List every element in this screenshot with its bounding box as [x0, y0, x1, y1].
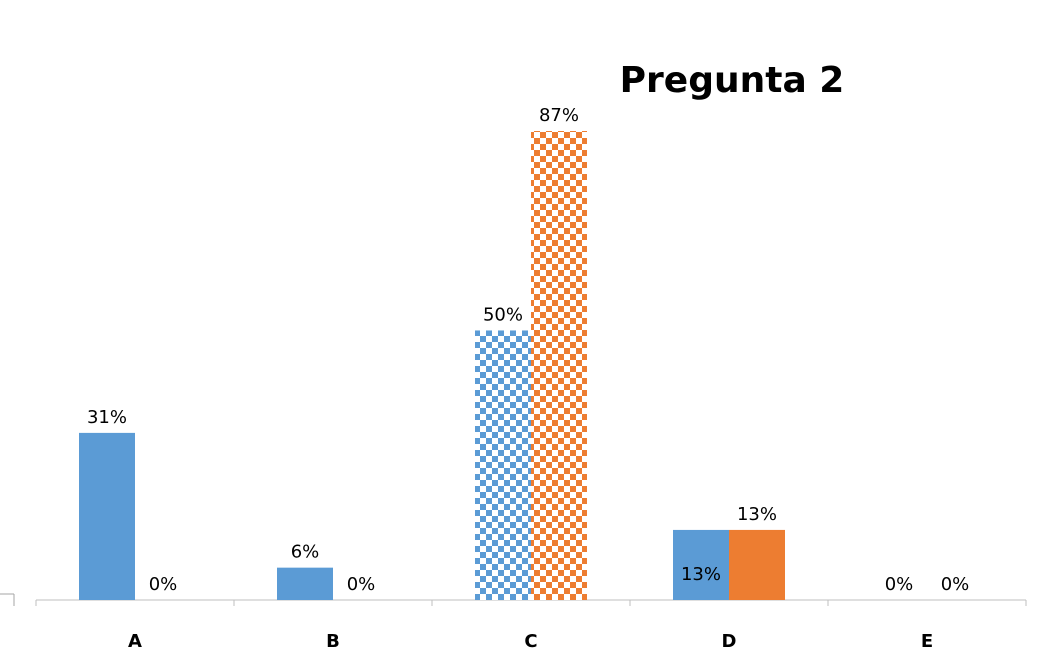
bar-series-2-c [531, 131, 587, 600]
data-label-series-2-a: 0% [149, 574, 178, 595]
x-tick-label-e: E [921, 631, 933, 652]
data-label-series-2-b: 0% [347, 574, 376, 595]
bar-series-1-c [475, 330, 531, 600]
x-tick-label-a: A [128, 631, 142, 652]
plot-area: 31% 0% A 6% 0% B 50% 87% C 13% 13% D 0% 0% E [0, 105, 1027, 652]
bar-series-1-d [673, 529, 729, 600]
data-label-series-1-c: 50% [483, 304, 523, 325]
x-tick-label-d: D [722, 631, 737, 652]
data-label-series-2-c: 87% [539, 105, 579, 126]
data-label-series-2-e: 0% [941, 574, 970, 595]
data-label-series-1-d: 13% [681, 564, 721, 585]
bar-series-2-d [729, 529, 785, 600]
data-label-series-1-e: 0% [885, 574, 914, 595]
chart-title: Pregunta 2 [620, 60, 845, 101]
bar-series-1-a [79, 432, 135, 600]
data-label-series-1-a: 31% [87, 407, 127, 428]
x-tick-label-b: B [326, 631, 340, 652]
data-label-series-1-b: 6% [291, 542, 320, 563]
x-tick-label-c: C [524, 631, 537, 652]
bar-series-1-b [277, 567, 333, 600]
data-label-series-2-d: 13% [737, 504, 777, 525]
